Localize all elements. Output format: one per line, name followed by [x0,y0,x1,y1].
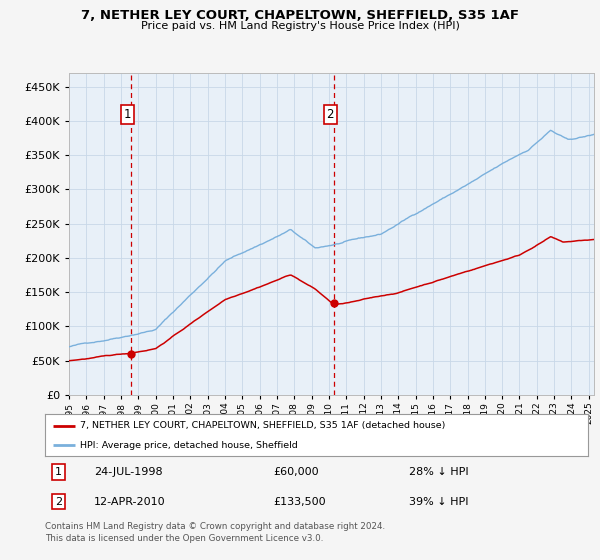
Text: £60,000: £60,000 [273,467,319,477]
Text: Price paid vs. HM Land Registry's House Price Index (HPI): Price paid vs. HM Land Registry's House … [140,21,460,31]
Text: HPI: Average price, detached house, Sheffield: HPI: Average price, detached house, Shef… [80,441,298,450]
Text: £133,500: £133,500 [273,497,326,507]
Text: 2: 2 [55,497,62,507]
Text: 7, NETHER LEY COURT, CHAPELTOWN, SHEFFIELD, S35 1AF (detached house): 7, NETHER LEY COURT, CHAPELTOWN, SHEFFIE… [80,421,446,430]
Text: 1: 1 [55,467,62,477]
Text: 28% ↓ HPI: 28% ↓ HPI [409,467,469,477]
Text: 1: 1 [124,108,131,121]
Text: Contains HM Land Registry data © Crown copyright and database right 2024.
This d: Contains HM Land Registry data © Crown c… [45,522,385,543]
Text: 12-APR-2010: 12-APR-2010 [94,497,166,507]
Text: 2: 2 [326,108,334,121]
Text: 39% ↓ HPI: 39% ↓ HPI [409,497,469,507]
Text: 7, NETHER LEY COURT, CHAPELTOWN, SHEFFIELD, S35 1AF: 7, NETHER LEY COURT, CHAPELTOWN, SHEFFIE… [81,9,519,22]
Text: 24-JUL-1998: 24-JUL-1998 [94,467,163,477]
